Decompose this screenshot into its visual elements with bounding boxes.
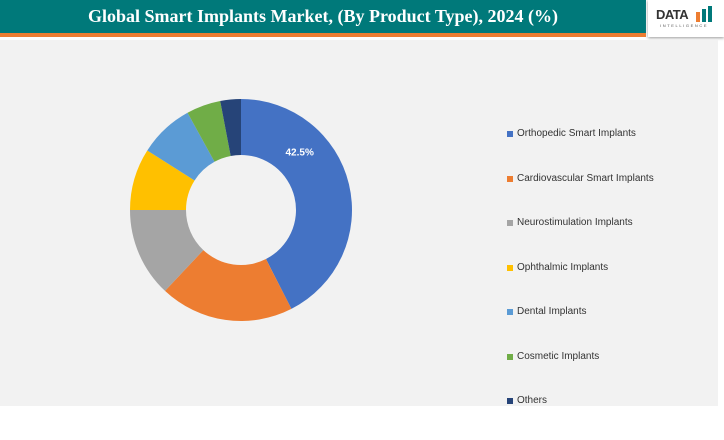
logo-subtext: INTELLIGENCE [660,23,709,28]
legend-item: Ophthalmic Implants [507,262,654,307]
header-accent-stripe [0,33,646,37]
legend-item: Others [507,395,654,440]
logo: DATA INTELLIGENCE [648,0,724,37]
legend-label: Dental Implants [517,306,587,317]
legend-swatch [507,131,513,137]
legend-label: Cosmetic Implants [517,350,600,362]
legend-swatch [507,353,513,360]
donut-chart: 42.5% [130,99,352,322]
legend-swatch [507,264,513,271]
donut-slice-6 [220,99,241,156]
data-label-0: 42.5% [285,147,313,158]
legend-item: Orthopedic Smart Implants [507,128,654,173]
legend-item: Cosmetic Implants [507,351,654,396]
legend-item: Neurostimulation Implants [507,217,654,262]
legend-label: Neurostimulation Implants [517,217,633,228]
legend-label: Orthopedic Smart Implants [517,128,636,139]
donut-slice-2 [130,210,204,291]
chart-panel: 42.5% Orthopedic Smart Implants Cardiovas… [0,40,718,406]
donut-slice-3 [130,150,195,210]
logo-text: DATA [656,7,689,22]
legend-label: Ophthalmic Implants [517,261,609,273]
legend: Orthopedic Smart Implants Cardiovascular … [507,128,654,440]
donut-slice-1 [165,250,292,322]
legend-item: Cardiovascular Smart Implants [507,173,654,218]
legend-swatch [507,398,513,404]
chart-title: Global Smart Implants Market, (By Produc… [0,0,646,33]
legend-swatch [507,309,513,315]
bar-chart-logo-icon [696,6,712,22]
legend-label: Cardiovascular Smart Implants [517,172,654,184]
legend-label: Others [517,395,548,406]
donut-slice-5 [187,100,231,162]
donut-slice-4 [147,112,215,181]
legend-item: Dental Implants [507,306,654,351]
legend-swatch [507,175,513,182]
legend-swatch [507,220,513,226]
donut-slice-0 [241,99,352,309]
